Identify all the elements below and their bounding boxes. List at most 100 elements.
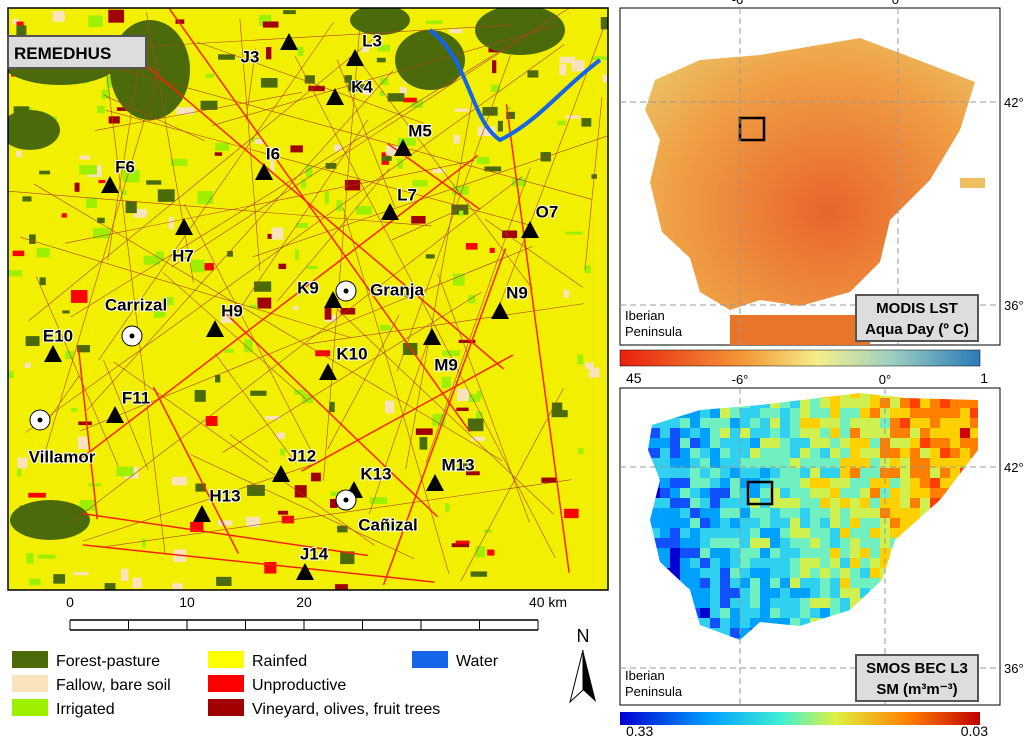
smos-pixel xyxy=(840,498,850,508)
parcel xyxy=(559,64,567,76)
road xyxy=(184,203,313,453)
smos-pixel xyxy=(690,478,700,488)
smos-pixel xyxy=(760,578,770,588)
parcel xyxy=(491,84,501,93)
smos-pixel xyxy=(860,518,870,528)
smos-pixel xyxy=(830,588,840,598)
parcel xyxy=(97,105,105,114)
parcel xyxy=(276,432,285,439)
parcel xyxy=(280,448,286,456)
parcel xyxy=(116,107,132,111)
smos-pixel xyxy=(800,418,810,428)
parcel xyxy=(74,182,80,192)
parcel xyxy=(465,242,478,250)
smos-pixel xyxy=(830,448,840,458)
smos-pixel xyxy=(830,458,840,468)
smos-pixel xyxy=(700,468,710,478)
smos-pixel xyxy=(730,488,740,498)
smos-pixel xyxy=(800,618,810,628)
smos-pixel xyxy=(790,618,800,628)
smos-pixel xyxy=(650,428,660,438)
parcel xyxy=(61,213,67,218)
smos-pixel xyxy=(670,458,680,468)
smos-pixel xyxy=(840,558,850,568)
parcel xyxy=(387,93,405,102)
parcel xyxy=(278,263,287,270)
station-label: N9 xyxy=(506,283,528,302)
smos-pixel xyxy=(730,498,740,508)
smos-pixel xyxy=(830,468,840,478)
smos-pixel xyxy=(670,538,680,548)
smos-pixel xyxy=(720,458,730,468)
smos-pixel xyxy=(690,408,700,418)
smos-pixel xyxy=(970,398,978,408)
smos-pixel xyxy=(790,468,800,478)
smos-pixel xyxy=(670,468,680,478)
smos-pixel xyxy=(770,468,780,478)
smos-pixel xyxy=(870,498,880,508)
smos-pixel xyxy=(770,518,780,528)
parcel xyxy=(385,400,395,414)
parcel xyxy=(467,418,484,432)
smos-pixel xyxy=(800,528,810,538)
region-label: Iberian xyxy=(625,308,665,323)
smos-pixel xyxy=(890,488,900,498)
smos-pixel xyxy=(860,398,870,408)
map-title: REMEDHUS xyxy=(14,44,111,63)
smos-pixel xyxy=(910,468,920,478)
smos-pixel xyxy=(890,438,900,448)
smos-pixel xyxy=(800,438,810,448)
smos-pixel xyxy=(650,498,660,508)
smos-pixel xyxy=(790,558,800,568)
smos-pixel xyxy=(930,488,940,498)
smos-pixel xyxy=(900,418,910,428)
smos-pixel xyxy=(780,478,790,488)
smos-pixel xyxy=(710,578,720,588)
smos-pixel xyxy=(670,558,680,568)
smos-pixel xyxy=(730,578,740,588)
smos-pixel xyxy=(930,458,940,468)
smos-pixel xyxy=(810,488,820,498)
smos-pixel xyxy=(790,398,800,408)
road xyxy=(368,342,428,515)
legend: Forest-pasture Fallow, bare soil Irrigated… xyxy=(12,651,499,718)
parcel xyxy=(308,85,325,92)
lon-label: 0° xyxy=(879,372,891,387)
smos-pixel xyxy=(840,588,850,598)
smos-pixel xyxy=(870,458,880,468)
smos-pixel xyxy=(690,488,700,498)
station-label: M13 xyxy=(441,455,474,474)
parcel xyxy=(85,197,98,208)
smos-pixel xyxy=(770,588,780,598)
smos-pixel xyxy=(720,488,730,498)
smos-pixel xyxy=(660,468,670,478)
smos-pixel xyxy=(970,448,978,458)
smos-pixel xyxy=(810,588,820,598)
road xyxy=(382,248,507,586)
road xyxy=(35,45,592,200)
parcel xyxy=(121,190,127,196)
parcel xyxy=(292,305,298,310)
smos-pixel xyxy=(720,518,730,528)
parcel xyxy=(73,458,89,463)
parcel xyxy=(404,293,410,297)
smos-pixel xyxy=(660,488,670,498)
smos-pixel xyxy=(840,478,850,488)
smos-pixel xyxy=(770,618,780,628)
parcel xyxy=(380,77,389,86)
smos-pixel xyxy=(660,418,670,428)
smos-pixel xyxy=(930,478,940,488)
smos-pixel xyxy=(720,578,730,588)
smos-pixel xyxy=(780,408,790,418)
smos-pixel xyxy=(790,478,800,488)
smos-pixel xyxy=(740,618,750,628)
smos-pixel xyxy=(770,508,780,518)
smos-pixel xyxy=(750,588,760,598)
smos-pixel xyxy=(750,408,760,418)
smos-pixel xyxy=(920,468,930,478)
colorbar-label: 45 xyxy=(626,370,642,386)
smos-pixel xyxy=(800,428,810,438)
parcel xyxy=(221,312,233,324)
smos-pixel xyxy=(830,428,840,438)
smos-pixel xyxy=(730,478,740,488)
